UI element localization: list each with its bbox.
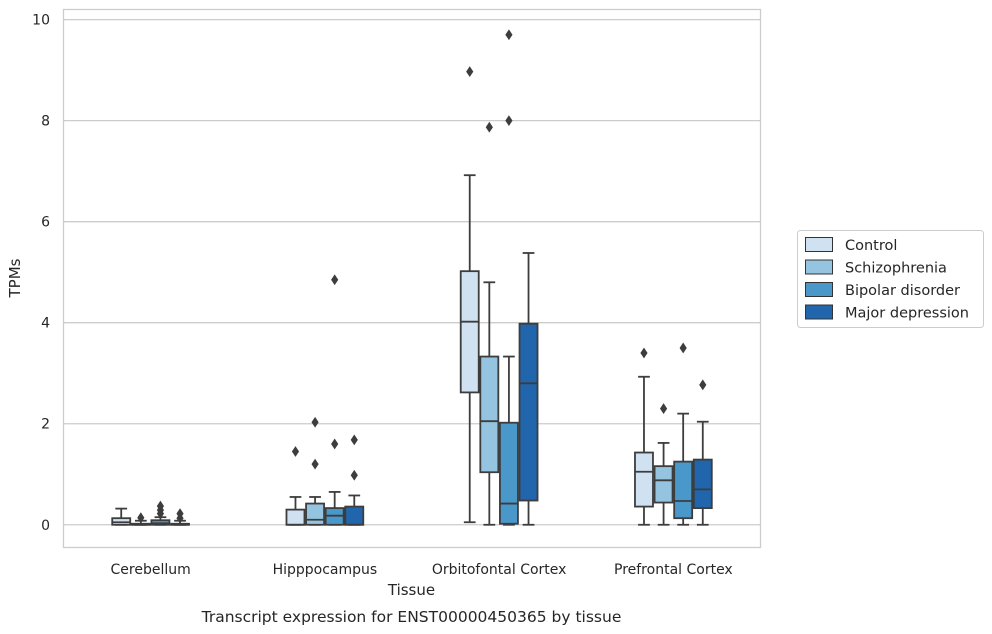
y-tick-label: 2: [41, 417, 50, 433]
box: [499, 421, 519, 525]
outlier-point: [505, 29, 513, 41]
outlier-point: [311, 458, 319, 470]
gridlines: [63, 18, 761, 526]
box-plot: [634, 347, 654, 526]
box-plot: [111, 507, 132, 526]
box-plot: [305, 416, 325, 526]
box: [285, 508, 306, 526]
box-plots: [111, 29, 713, 526]
box-plot: [673, 342, 694, 526]
x-tick-label: Hipppocampus: [273, 562, 378, 578]
box: [479, 355, 500, 474]
box-plot: [285, 446, 306, 526]
outlier-point: [466, 66, 474, 78]
legend-frame: [797, 230, 984, 328]
legend-swatch: [805, 259, 833, 275]
outlier-point: [311, 416, 319, 428]
box: [518, 322, 539, 502]
x-tick-label: Orbitofontal Cortex: [432, 562, 567, 578]
y-tick-label: 8: [41, 114, 50, 130]
box-plot: [459, 66, 480, 524]
x-tick-label: Prefrontal Cortex: [614, 562, 733, 578]
legend: Control Schizophrenia Bipolar disorder Majo…: [797, 230, 984, 328]
y-tick-label: 4: [41, 316, 50, 332]
legend-label: Bipolar disorder: [845, 283, 960, 299]
outlier-point: [640, 347, 648, 359]
box-plot: [170, 508, 190, 526]
box-plot: [518, 252, 539, 526]
y-axis-label: TPMs: [6, 258, 24, 298]
box: [653, 465, 674, 504]
box: [673, 460, 694, 520]
legend-label: Schizophrenia: [845, 261, 947, 277]
box-plot: [499, 29, 519, 526]
outlier-point: [505, 115, 513, 127]
outlier-point: [331, 438, 339, 450]
outlier-point: [137, 512, 145, 524]
box-plot: [150, 500, 171, 526]
outlier-point: [659, 403, 668, 414]
box: [692, 458, 713, 509]
box-plot: [130, 512, 151, 526]
outlier-point: [291, 446, 300, 457]
box: [634, 451, 654, 508]
box-plot: [324, 274, 345, 526]
y-axis: 0 2 4 6 8 10: [32, 13, 50, 534]
legend-swatch: [805, 304, 833, 320]
outlier-point: [350, 434, 358, 446]
box-plot: [479, 121, 500, 526]
y-tick-label: 6: [41, 215, 50, 231]
outlier-point: [485, 121, 493, 133]
outlier-point: [699, 379, 707, 391]
box: [344, 505, 365, 526]
legend-label: Major depression: [845, 306, 969, 322]
box: [459, 270, 480, 394]
legend-swatch: [805, 282, 833, 297]
y-tick-label: 0: [41, 518, 50, 534]
outlier-point: [679, 342, 687, 354]
outlier-point: [176, 508, 184, 520]
legend-swatch: [805, 237, 833, 252]
legend-label: Control: [845, 238, 897, 254]
x-axis-label: Tissue: [387, 581, 435, 599]
x-tick-label: Cerebellum: [111, 562, 191, 578]
box-plot: [653, 403, 674, 526]
box: [305, 502, 325, 526]
chart-caption: Transcript expression for ENST0000045036…: [201, 608, 622, 626]
plot-frame: [62, 8, 762, 549]
box-plot: [692, 379, 713, 526]
box-plot: [344, 434, 365, 526]
y-tick-label: 10: [32, 13, 50, 29]
outlier-point: [350, 469, 358, 481]
outlier-point: [156, 500, 165, 512]
x-axis: Cerebellum Hipppocampus Orbitofontal Corte…: [111, 562, 733, 578]
outlier-point: [331, 274, 339, 286]
